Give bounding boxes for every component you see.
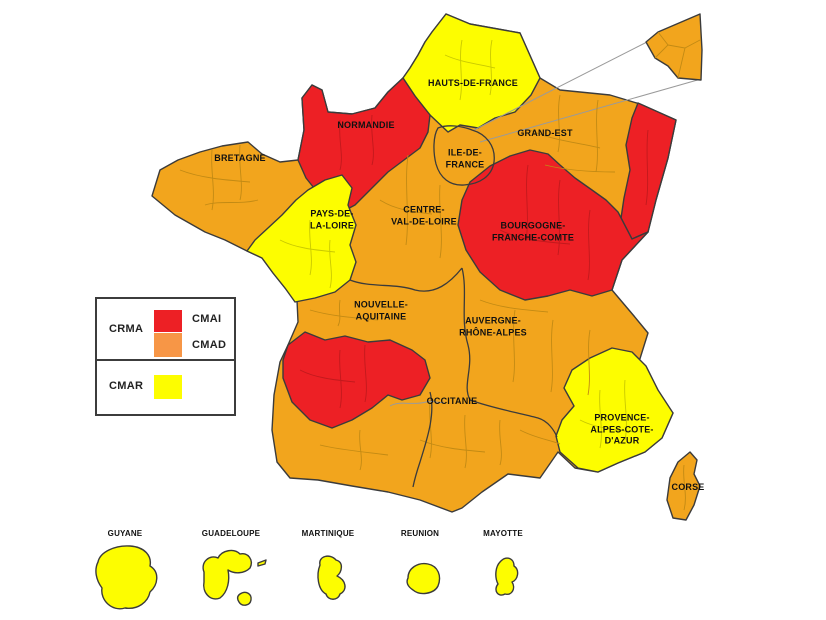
legend-crma-label: CRMA (109, 323, 144, 335)
inset-connector-line (479, 78, 702, 143)
region-label-occitanie: OCCITANIE (426, 396, 478, 407)
region-shape-corse (666, 451, 701, 521)
legend-cmar-label: CMAR (109, 380, 144, 392)
region-label-hauts-de-france: HAUTS-DE-FRANCE (428, 78, 518, 89)
department-borders-orange (179, 94, 686, 511)
region-label-corse: CORSE (671, 482, 705, 493)
region-label-pays-de-la-loire: PAYS-DE- LA-LOIRE (309, 208, 355, 230)
region-label-grand-est: GRAND-EST (517, 128, 573, 139)
overseas-shape-mayotte (495, 557, 519, 596)
region-label-provence-alpes-cote-d-azur: PROVENCE- ALPES-COTE- D'AZUR (590, 412, 654, 446)
region-label-ile-de-france: ILE-DE- FRANCE (445, 147, 485, 169)
region-border-ile-de-france (433, 125, 495, 186)
legend-cmai-label: CMAI (192, 313, 222, 325)
region-label-bretagne: BRETAGNE (214, 153, 266, 164)
overseas-label-mayotte: MAYOTTE (483, 528, 523, 538)
legend-cmad-label: CMAD (192, 339, 227, 351)
region-shape-nouvelle-aquitaine-red (282, 331, 431, 429)
legend-group-cmar: CMAR (95, 359, 236, 416)
overseas-label-martinique: MARTINIQUE (301, 528, 355, 538)
region-shape-bourgogne-franche-comte (457, 149, 649, 301)
region-label-centre-val-de-loire: CENTRE- VAL-DE-LOIRE (391, 204, 457, 226)
legend-swatch-cmad (154, 333, 182, 357)
old-border-gray (389, 400, 445, 407)
legend-group-crma: CRMA CMAI CMAD (95, 297, 236, 361)
region-border-lines (349, 267, 558, 488)
overseas-shape-guadeloupe-islet (236, 591, 252, 606)
department-borders-red (299, 114, 649, 409)
region-shape-provence-alpes-cote-d-azur (555, 347, 674, 473)
overseas-label-reunion: REUNION (400, 528, 440, 538)
overseas-shape-reunion (406, 562, 441, 595)
department-borders-yellow (279, 39, 636, 449)
region-label-auvergne-rhone-alpes: AUVERGNE- RHÔNE-ALPES (459, 315, 527, 337)
region-shape-pays-de-la-loire (246, 174, 357, 303)
inset-shape-ile-de-france (645, 13, 703, 81)
overseas-shape-martinique (317, 555, 346, 600)
overseas-shape-guyane (95, 545, 158, 610)
legend-swatch-cmai (154, 310, 182, 332)
overseas-shape-guadeloupe-dash (257, 559, 267, 567)
inset-connector-line (473, 41, 648, 131)
region-label-nouvelle-aquitaine: NOUVELLE- AQUITAINE (354, 299, 408, 321)
inset-inner-borders (654, 31, 701, 79)
overseas-shape-guadeloupe (202, 549, 252, 600)
overseas-label-guadeloupe: GUADELOUPE (201, 528, 261, 538)
region-shape-hauts-de-france (402, 13, 541, 133)
region-label-normandie: NORMANDIE (337, 120, 395, 131)
legend-swatch-cmar (154, 375, 182, 399)
overseas-label-guyane: GUYANE (107, 528, 143, 538)
region-label-bourgogne-franche-comte: BOURGOGNE- FRANCHE-COMTE (491, 220, 575, 242)
